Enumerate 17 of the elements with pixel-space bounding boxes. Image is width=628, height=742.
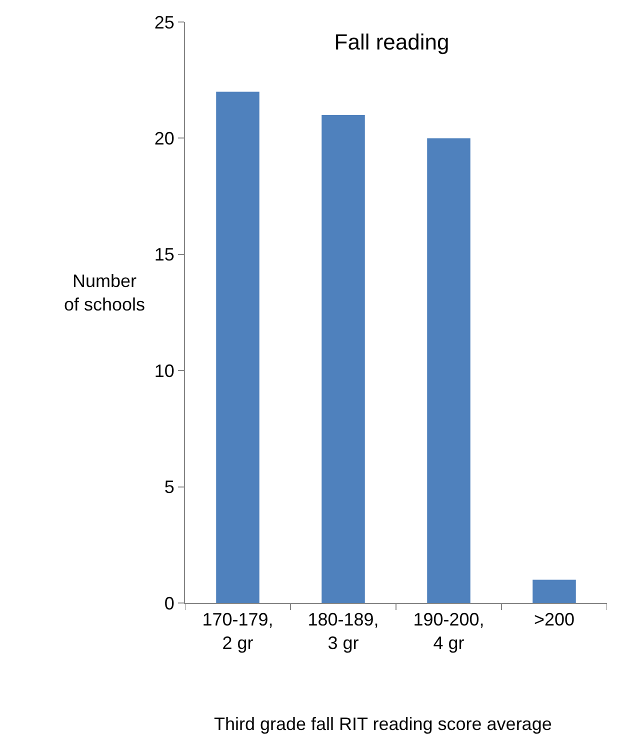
bar [532,580,576,603]
y-tick-label: 15 [154,244,174,265]
bar [322,114,365,603]
y-tick-label: 20 [154,128,174,148]
x-axis-title: Third grade fall RIT reading score average [214,714,552,734]
y-tick-label: 0 [164,593,174,614]
bar [216,92,260,603]
x-tick-label: 180-189, 3 gr [308,610,379,653]
chart-title: Fall reading [334,30,450,55]
x-tick-label: 170-179, 2 gr [202,610,274,653]
y-tick-label: 25 [154,12,174,32]
y-tick-label: 10 [154,360,174,381]
x-tick-label: >200 [534,610,575,630]
bar [427,138,470,603]
y-tick-label: 5 [164,477,174,498]
x-tick-label: 190-200, 4 gr [413,610,484,653]
y-axis-title: Number of schools [64,271,146,314]
